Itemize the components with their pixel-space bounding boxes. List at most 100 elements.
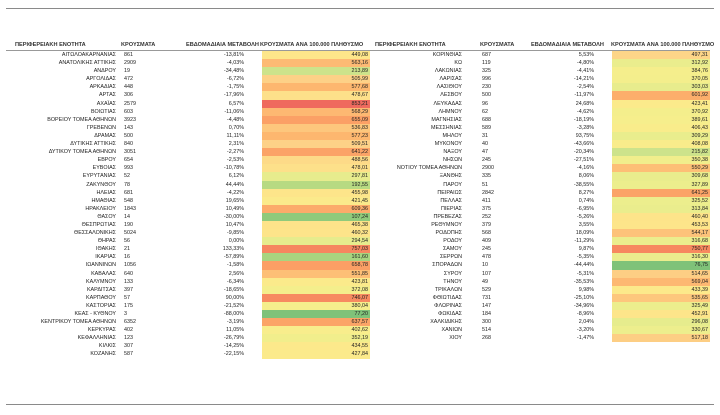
table-row: ΑΝΔΡΟΥ 19 -34,48% 213,89 ΛΑΚΩΝΙΑΣ 325 -4,41% 38… — [6, 67, 710, 76]
left-rate-cell-value: 505,99 — [351, 76, 369, 83]
left-weekly-change: 2,31% — [228, 141, 244, 148]
right-unit-name: ΧΑΛΚΙΔΙΚΗΣ — [430, 319, 462, 326]
left-cases: 448 — [124, 84, 133, 91]
right-unit-name: ΛΕΥΚΑΔΑΣ — [433, 100, 462, 107]
table-row: ΕΥΡΥΤΑΝΙΑΣ 52 6,12% 297,81 ΞΑΝΘΗΣ 335 8,06% 309… — [6, 172, 710, 181]
left-rate-cell-value: 402,62 — [351, 327, 369, 334]
right-rate-cell: 325,49 — [612, 301, 710, 310]
right-unit-name: ΠΕΛΛΑΣ — [440, 197, 462, 204]
left-rate-cell-value: 536,83 — [351, 124, 369, 131]
table-row: ΔΥΤΙΚΟΥ ΤΟΜΕΑ ΑΘΗΝΩΝ 3051 -2,27% 641,22 ΝΑΞΟ… — [6, 148, 710, 157]
right-rate-cell: 313,84 — [612, 204, 710, 213]
right-rate-cell: 303,03 — [612, 83, 710, 92]
header-unit-left: ΠΕΡΙΦΕΡΕΙΑΚΗ ΕΝΟΤΗΤΑ — [15, 42, 86, 48]
right-weekly-change: -43,66% — [573, 141, 594, 148]
right-rate-cell: 389,61 — [612, 115, 710, 124]
left-rate-cell: 161,60 — [262, 253, 370, 262]
right-cases: 268 — [482, 335, 491, 342]
left-rate-cell: 213,89 — [262, 67, 370, 76]
left-rate-cell-value: 637,57 — [351, 319, 369, 326]
right-weekly-change: -34,96% — [573, 302, 594, 309]
left-cases: 3 — [124, 311, 127, 317]
right-weekly-change: 24,68% — [575, 100, 594, 107]
left-cases: 603 — [124, 108, 133, 115]
right-weekly-change: -20,34% — [573, 149, 594, 156]
right-rate-cell: 215,82 — [612, 148, 710, 157]
left-rate-cell: 609,36 — [262, 204, 370, 213]
left-unit-name: ΘΕΣΠΡΩΤΙΑΣ — [81, 221, 116, 228]
left-rate-cell: 192,55 — [262, 180, 370, 189]
left-weekly-change: 6,57% — [228, 100, 244, 107]
left-rate-cell: 536,83 — [262, 123, 370, 132]
table-row: ΙΘΑΚΗΣ 21 133,33% 757,03 ΣΑΜΟΥ 245 9,87% 750,77 — [6, 245, 710, 254]
right-rate-cell-value: 601,92 — [691, 92, 709, 99]
right-weekly-change: -4,41% — [576, 68, 594, 75]
header-rate-right: ΚΡΟΥΣΜΑΤΑ ΑΝΑ 100.000 ΠΛΗΘΥΣΜΟ — [611, 42, 715, 48]
right-weekly-change: -4,16% — [576, 165, 594, 172]
right-cases: 500 — [482, 92, 491, 99]
left-rate-cell-value: 757,03 — [351, 246, 369, 253]
right-unit-name: ΛΑΡΙΣΑΣ — [439, 76, 462, 83]
left-cases: 143 — [124, 124, 133, 131]
right-rate-cell-value: 325,52 — [691, 197, 709, 204]
right-rate-cell: 460,40 — [612, 212, 710, 221]
table-row: ΘΕΣΣΑΛΟΝΙΚΗΣ 5024 -9,85% 460,32 ΡΟΔΟΠΗΣ 568 18… — [6, 229, 710, 238]
right-weekly-change: -3,20% — [576, 327, 594, 334]
left-rate-cell-value: 568,29 — [351, 108, 369, 115]
right-rate-cell-value: 452,91 — [691, 311, 709, 317]
right-unit-name: ΤΡΙΚΑΛΩΝ — [434, 286, 462, 293]
left-rate-cell-value: 427,84 — [351, 351, 369, 358]
right-rate-cell-value: 460,40 — [691, 213, 709, 220]
right-unit-name: ΚΩ — [454, 60, 462, 67]
left-cases: 6352 — [124, 319, 136, 326]
left-cases: 3051 — [124, 149, 136, 156]
header-rate-left: ΚΡΟΥΣΜΑΤΑ ΑΝΑ 100.000 ΠΛΗΘΥΣΜΟ — [260, 42, 364, 48]
left-cases: 78 — [124, 181, 130, 188]
right-rate-cell-value: 389,61 — [691, 116, 709, 123]
right-weekly-change: -35,53% — [573, 278, 594, 285]
left-rate-cell: 505,99 — [262, 75, 370, 84]
header-unit-right: ΠΕΡΙΦΕΡΕΙΑΚΗ ΕΝΟΤΗΤΑ — [375, 42, 446, 48]
header-change-left: ΕΒΔΟΜΑΔΙΑΙΑ ΜΕΤΑΒΟΛΗ — [186, 42, 259, 48]
left-weekly-change: -13,81% — [223, 52, 244, 58]
left-rate-cell-value: 434,55 — [351, 343, 369, 350]
right-weekly-change: 0,74% — [578, 197, 594, 204]
right-weekly-change: -11,29% — [574, 238, 594, 245]
left-rate-cell-value: 352,19 — [351, 335, 369, 342]
right-unit-name: ΚΟΡΙΝΘΙΑΣ — [432, 52, 462, 58]
left-cases: 840 — [124, 141, 133, 148]
left-rate-cell: 449,08 — [262, 51, 370, 60]
left-rate-cell-value: 107,24 — [351, 213, 369, 220]
left-rate-cell: 352,19 — [262, 334, 370, 343]
left-rate-cell: 107,24 — [262, 212, 370, 221]
right-cases: 119 — [482, 60, 491, 67]
right-cases: 514 — [482, 327, 491, 334]
right-rate-cell-value: 384,76 — [691, 68, 709, 75]
right-rate-cell: 423,41 — [612, 99, 710, 108]
right-rate-cell-value: 497,31 — [691, 52, 709, 58]
right-unit-name: ΣΠΟΡΑΔΩΝ — [432, 262, 462, 269]
left-unit-name: ΑΝΑΤΟΛΙΚΗΣ ΑΤΤΙΚΗΣ — [58, 60, 116, 67]
left-rate-cell-value: 372,08 — [351, 286, 369, 293]
right-unit-name: ΧΙΟΥ — [449, 335, 462, 342]
right-unit-name: ΛΑΣΙΘΙΟΥ — [436, 84, 462, 91]
left-weekly-change: -1,58% — [226, 262, 244, 269]
right-weekly-change: -38,55% — [573, 181, 594, 188]
left-cases: 21 — [124, 246, 130, 253]
right-rate-cell-value: 408,08 — [691, 141, 709, 148]
right-rate-cell-value: 550,29 — [691, 165, 709, 172]
left-cases: 175 — [124, 302, 133, 309]
right-cases: 478 — [482, 254, 491, 261]
left-weekly-change: 44,44% — [225, 181, 244, 188]
right-rate-cell: 309,68 — [612, 172, 710, 181]
left-weekly-change: -10,78% — [223, 165, 244, 172]
right-cases: 245 — [482, 157, 491, 164]
left-unit-name: ΑΡΤΑΣ — [98, 92, 116, 99]
left-rate-cell-value: 746,07 — [351, 294, 369, 301]
table-row: ΒΟΡΕΙΟΥ ΤΟΜΕΑ ΑΘΗΝΩΝ 3923 -4,48% 655,09 ΜΑΓΝ… — [6, 115, 710, 124]
left-cases: 640 — [124, 270, 133, 277]
right-unit-name: ΣΥΡΟΥ — [443, 270, 462, 277]
left-cases: 57 — [124, 294, 130, 301]
right-unit-name: ΤΗΝΟΥ — [443, 278, 462, 285]
right-weekly-change: 9,98% — [578, 286, 594, 293]
